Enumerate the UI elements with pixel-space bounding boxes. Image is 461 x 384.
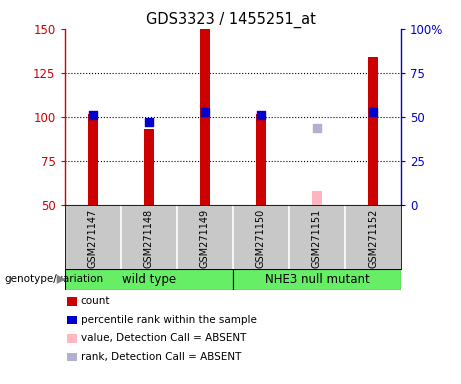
Text: GDS3323 / 1455251_at: GDS3323 / 1455251_at bbox=[146, 12, 315, 28]
Text: GSM271147: GSM271147 bbox=[88, 209, 98, 268]
Point bbox=[257, 112, 265, 118]
Text: percentile rank within the sample: percentile rank within the sample bbox=[81, 315, 257, 325]
Text: GSM271152: GSM271152 bbox=[368, 209, 378, 268]
Bar bbox=[233, 269, 401, 290]
Text: count: count bbox=[81, 296, 110, 306]
Point bbox=[313, 125, 321, 131]
Text: value, Detection Call = ABSENT: value, Detection Call = ABSENT bbox=[81, 333, 246, 343]
Bar bbox=[312, 191, 322, 205]
Point bbox=[201, 109, 208, 115]
Bar bbox=[88, 114, 98, 205]
Text: GSM271151: GSM271151 bbox=[312, 209, 322, 268]
Bar bbox=[200, 29, 210, 205]
Bar bbox=[65, 269, 233, 290]
Bar bbox=[144, 129, 154, 205]
Point bbox=[89, 112, 96, 118]
Text: GSM271150: GSM271150 bbox=[256, 209, 266, 268]
Text: genotype/variation: genotype/variation bbox=[5, 274, 104, 285]
Bar bbox=[256, 114, 266, 205]
Point bbox=[369, 109, 377, 115]
Text: GSM271148: GSM271148 bbox=[144, 209, 154, 268]
Text: rank, Detection Call = ABSENT: rank, Detection Call = ABSENT bbox=[81, 352, 241, 362]
Text: NHE3 null mutant: NHE3 null mutant bbox=[265, 273, 369, 286]
Bar bbox=[368, 57, 378, 205]
Text: wild type: wild type bbox=[122, 273, 176, 286]
Point bbox=[145, 119, 152, 126]
Text: GSM271149: GSM271149 bbox=[200, 209, 210, 268]
